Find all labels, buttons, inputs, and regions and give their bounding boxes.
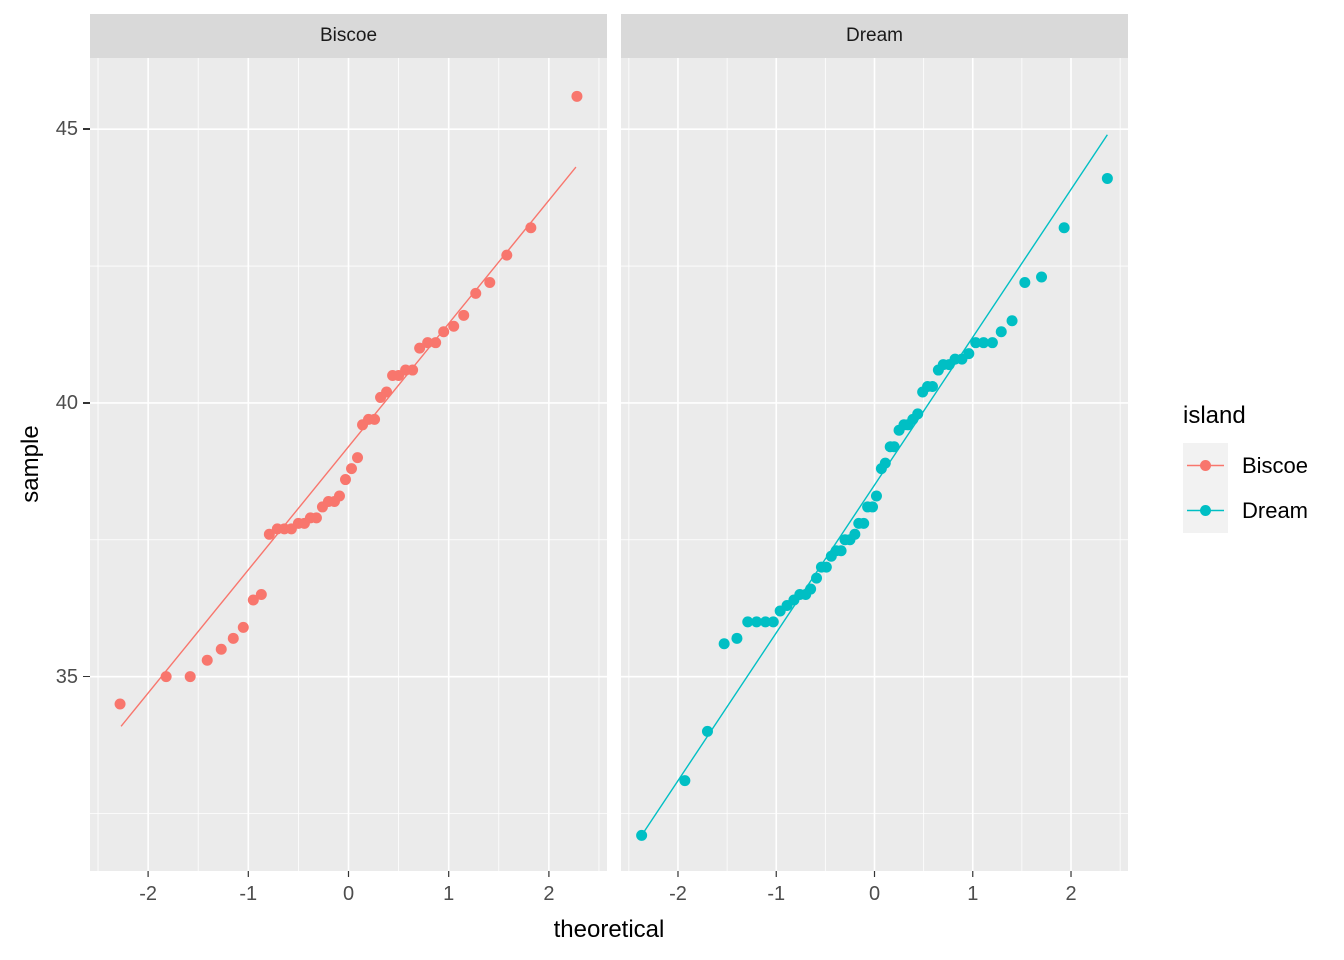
data-point [484, 276, 496, 288]
data-point [414, 342, 426, 354]
y-tick-mark [83, 402, 90, 404]
facet-strip-biscoe: Biscoe [90, 14, 607, 58]
data-point [679, 775, 691, 787]
data-point [718, 638, 730, 650]
data-point [310, 512, 322, 524]
data-point [333, 490, 345, 502]
legend-key-biscoe [1183, 443, 1228, 488]
y-tick-label: 45 [55, 118, 78, 141]
data-point [767, 616, 779, 628]
data-point [227, 632, 239, 644]
x-tick-label: 0 [342, 883, 355, 905]
data-point [751, 616, 763, 628]
data-point [458, 309, 470, 321]
x-tick-label: 1 [443, 883, 455, 905]
x-tick-label: -2 [669, 883, 687, 905]
data-point [742, 616, 754, 628]
data-point [926, 380, 938, 392]
data-point [438, 326, 450, 338]
qq-line [641, 134, 1108, 836]
data-point [867, 501, 879, 513]
legend-label-biscoe: Biscoe [1242, 452, 1309, 478]
data-point [986, 337, 998, 349]
data-point [448, 320, 460, 332]
y-axis-title: sample [17, 425, 44, 503]
data-point [849, 528, 861, 540]
data-point [470, 287, 482, 299]
y-tick-mark [83, 675, 90, 678]
data-point [255, 589, 267, 601]
x-axis-title: theoretical [553, 916, 665, 943]
data-point [888, 441, 900, 453]
legend-title: island [1183, 402, 1246, 429]
facet-strip-label: Biscoe [319, 25, 378, 46]
data-point [381, 386, 393, 398]
legend-key-dream [1183, 488, 1228, 533]
x-tick-label: 0 [868, 883, 881, 905]
y-tick-mark [83, 128, 90, 130]
qq-line [120, 166, 577, 727]
data-point [870, 490, 882, 502]
data-point [636, 829, 648, 841]
data-point [858, 517, 870, 529]
data-point [369, 413, 381, 425]
facet-strip-dream: Dream [621, 14, 1128, 58]
x-tick-label: -1 [767, 883, 786, 905]
data-point [1058, 222, 1070, 234]
legend-label-dream: Dream [1242, 497, 1309, 523]
data-point [759, 616, 771, 628]
x-tick-label: 2 [1065, 883, 1077, 905]
x-tick-label: 2 [543, 883, 555, 905]
data-point [1036, 271, 1048, 283]
data-point [352, 452, 364, 464]
data-point [237, 621, 249, 633]
data-point [805, 583, 817, 595]
data-point [978, 337, 990, 349]
data-point [731, 632, 743, 644]
legend-point-icon [1200, 505, 1211, 516]
legend-glyph-biscoe [1187, 460, 1224, 471]
data-point [184, 671, 196, 683]
data-point [571, 90, 583, 102]
data-point [339, 474, 351, 486]
x-tick-label: -1 [239, 883, 258, 905]
x-tick-label: 1 [967, 883, 979, 905]
data-point [820, 561, 832, 573]
data-point [1019, 276, 1031, 288]
data-point [201, 654, 213, 666]
y-tick-label: 40 [55, 391, 78, 414]
facet-panel-dream [621, 58, 1128, 877]
y-tick-label: 35 [55, 665, 78, 688]
facet-panel-biscoe [90, 58, 607, 877]
data-point [970, 337, 982, 349]
data-point [430, 337, 442, 349]
legend-glyph-dream [1187, 505, 1224, 516]
data-point [215, 643, 227, 655]
data-point [701, 725, 713, 737]
data-point [995, 326, 1007, 338]
data-point [346, 463, 358, 475]
data-point [835, 545, 847, 557]
data-point [1101, 172, 1113, 184]
data-point [263, 528, 275, 540]
data-point [407, 364, 419, 376]
data-point [247, 594, 259, 606]
legend-point-icon [1200, 460, 1211, 471]
data-point [501, 249, 513, 261]
data-point [114, 698, 126, 710]
data-point [963, 348, 975, 360]
x-tick-label: -2 [139, 883, 157, 905]
facet-strip-label: Dream [845, 25, 903, 46]
data-point [1006, 315, 1018, 327]
